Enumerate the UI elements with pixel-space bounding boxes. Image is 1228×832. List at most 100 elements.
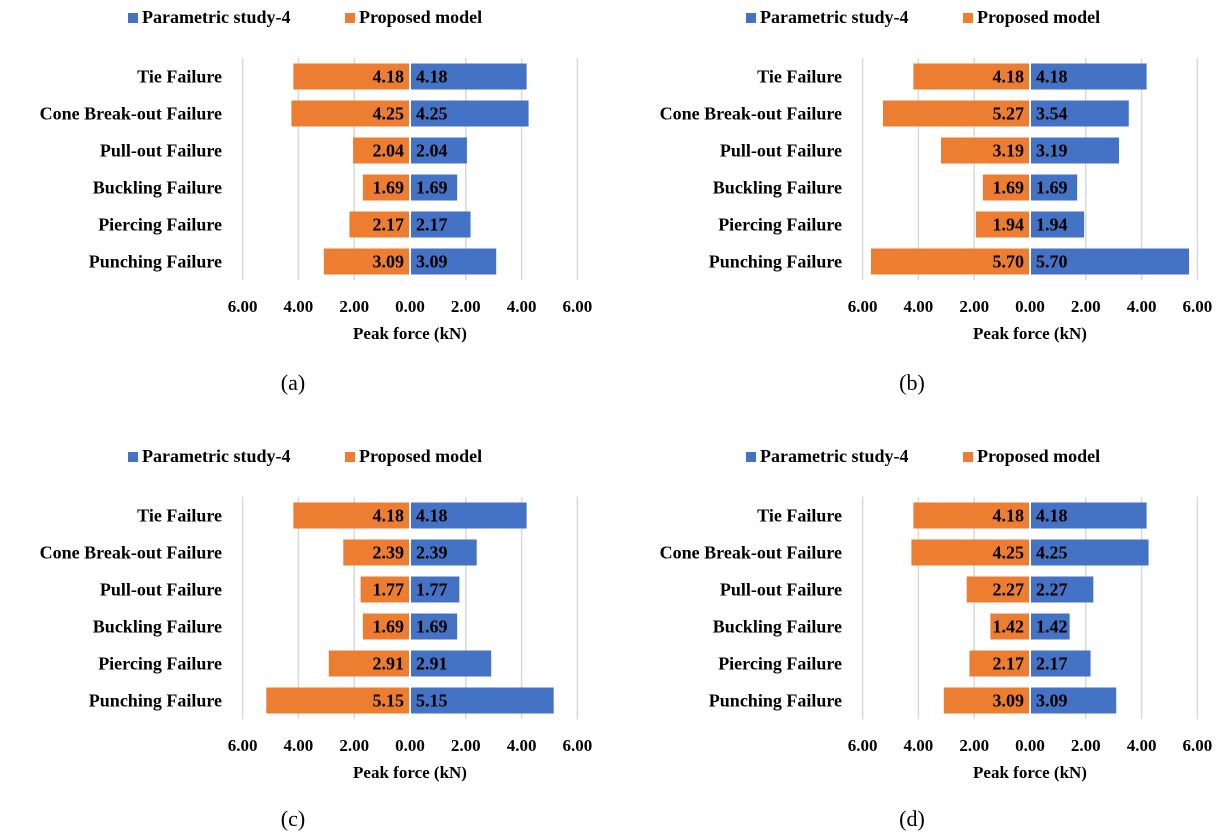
category-label: Buckling Failure — [93, 178, 222, 198]
x-tick-label: 4.00 — [507, 297, 537, 316]
category-label: Punching Failure — [709, 252, 842, 272]
bar-parametric — [410, 502, 527, 529]
data-label-parametric: 4.18 — [416, 67, 448, 87]
category-label: Cone Break-out Failure — [660, 104, 842, 124]
x-tick-label: 6.00 — [563, 297, 593, 316]
bar-proposed — [349, 211, 410, 238]
legend: Parametric study-4 Proposed model — [746, 7, 1100, 27]
category-label: Buckling Failure — [713, 178, 842, 198]
data-label-proposed: 2.91 — [373, 654, 405, 674]
category-label: Cone Break-out Failure — [660, 543, 842, 563]
bar-proposed — [266, 687, 410, 714]
x-tick-label: 0.00 — [1015, 736, 1045, 755]
data-label-parametric: 1.69 — [1036, 178, 1068, 198]
legend-swatch-parametric — [128, 13, 138, 23]
data-label-proposed: 5.70 — [993, 252, 1025, 272]
legend-label-parametric: Parametric study-4 — [760, 446, 908, 466]
legend-label-parametric: Parametric study-4 — [142, 446, 290, 466]
bar-parametric — [410, 211, 471, 238]
x-tick-label: 6.00 — [563, 736, 593, 755]
category-label: Buckling Failure — [93, 617, 222, 637]
data-label-parametric: 1.69 — [416, 617, 448, 637]
data-label-proposed: 5.15 — [373, 691, 405, 711]
x-tick-label: 4.00 — [904, 297, 934, 316]
panel-caption: (a) — [281, 370, 305, 395]
legend-swatch-proposed — [345, 452, 355, 462]
legend: Parametric study-4 Proposed model — [128, 446, 482, 466]
bar-parametric — [1030, 248, 1190, 275]
x-tick-label: 2.00 — [1071, 297, 1101, 316]
data-label-parametric: 2.17 — [416, 215, 448, 235]
chart-panel-a: Parametric study-4 Proposed model 4.18 4.18… — [40, 7, 593, 395]
x-tick-label: 4.00 — [507, 736, 537, 755]
bar-parametric — [1030, 100, 1129, 127]
data-label-proposed: 4.18 — [993, 67, 1025, 87]
bar-parametric — [1030, 137, 1120, 164]
bar-proposed — [943, 687, 1030, 714]
data-label-proposed: 4.18 — [993, 506, 1025, 526]
data-label-proposed: 4.18 — [373, 67, 405, 87]
legend-swatch-parametric — [746, 452, 756, 462]
data-label-parametric: 4.25 — [1036, 543, 1068, 563]
x-tick-label: 6.00 — [228, 297, 258, 316]
x-tick-label: 6.00 — [1183, 736, 1213, 755]
x-tick-label: 2.00 — [339, 297, 369, 316]
bar-parametric — [1030, 63, 1147, 90]
data-label-parametric: 4.25 — [416, 104, 448, 124]
x-tick-label: 4.00 — [284, 297, 314, 316]
data-label-proposed: 3.09 — [373, 252, 405, 272]
data-label-parametric: 4.18 — [416, 506, 448, 526]
category-label: Pull-out Failure — [100, 580, 222, 600]
bar-parametric — [1030, 502, 1147, 529]
data-label-proposed: 1.69 — [993, 178, 1025, 198]
data-label-proposed: 2.04 — [373, 141, 405, 161]
bar-parametric — [1030, 174, 1078, 201]
legend-label-parametric: Parametric study-4 — [142, 7, 290, 27]
category-label: Piercing Failure — [98, 654, 222, 674]
bar-proposed — [982, 174, 1030, 201]
bar-parametric — [410, 687, 554, 714]
bar-parametric — [1030, 687, 1117, 714]
category-label: Pull-out Failure — [100, 141, 222, 161]
x-axis-title: Peak force (kN) — [353, 763, 467, 782]
data-label-proposed: 3.09 — [993, 691, 1025, 711]
x-tick-label: 4.00 — [1127, 297, 1157, 316]
data-label-parametric: 5.70 — [1036, 252, 1068, 272]
bar-proposed — [990, 613, 1030, 640]
category-label: Tie Failure — [137, 506, 222, 526]
data-label-parametric: 4.18 — [1036, 506, 1068, 526]
legend-swatch-proposed — [963, 452, 973, 462]
data-label-parametric: 1.42 — [1036, 617, 1068, 637]
bar-proposed — [328, 650, 410, 677]
bar-parametric — [410, 100, 529, 127]
bar-proposed — [362, 613, 410, 640]
bar-proposed — [353, 137, 410, 164]
x-tick-label: 6.00 — [1183, 297, 1213, 316]
x-tick-label: 4.00 — [904, 736, 934, 755]
legend-label-proposed: Proposed model — [359, 7, 482, 27]
x-tick-label: 2.00 — [451, 736, 481, 755]
panel-caption: (b) — [899, 370, 925, 395]
legend-swatch-proposed — [963, 13, 973, 23]
bar-proposed — [343, 539, 410, 566]
x-tick-label: 0.00 — [1015, 297, 1045, 316]
bar-parametric — [410, 650, 492, 677]
legend-label-proposed: Proposed model — [977, 7, 1100, 27]
data-label-parametric: 2.27 — [1036, 580, 1068, 600]
bar-proposed — [975, 211, 1030, 238]
category-label: Piercing Failure — [98, 215, 222, 235]
category-label: Cone Break-out Failure — [40, 104, 222, 124]
data-label-proposed: 1.77 — [373, 580, 405, 600]
category-label: Pull-out Failure — [720, 580, 842, 600]
x-tick-label: 4.00 — [1127, 736, 1157, 755]
legend-swatch-parametric — [128, 452, 138, 462]
bar-proposed — [911, 539, 1030, 566]
data-label-proposed: 1.42 — [993, 617, 1025, 637]
x-tick-label: 2.00 — [1071, 736, 1101, 755]
legend-label-proposed: Proposed model — [977, 446, 1100, 466]
bar-proposed — [940, 137, 1030, 164]
category-label: Pull-out Failure — [720, 141, 842, 161]
category-label: Tie Failure — [137, 67, 222, 87]
data-label-proposed: 2.17 — [993, 654, 1025, 674]
